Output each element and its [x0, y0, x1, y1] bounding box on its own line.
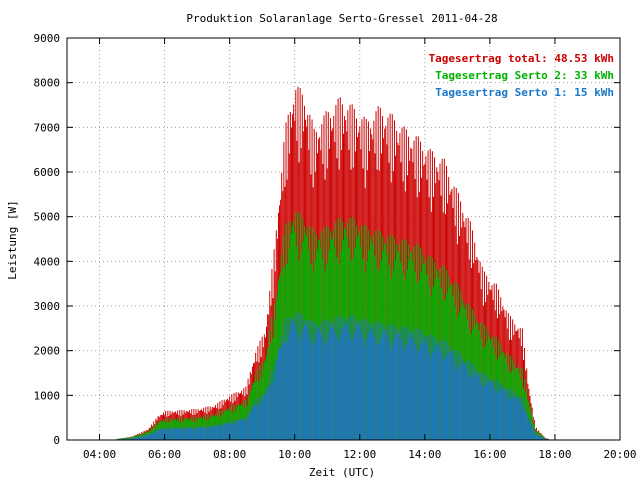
- y-tick-label: 0: [53, 434, 60, 447]
- x-tick-label: 12:00: [343, 448, 376, 461]
- x-tick-label: 14:00: [408, 448, 441, 461]
- x-tick-label: 18:00: [538, 448, 571, 461]
- x-tick-label: 04:00: [83, 448, 116, 461]
- legend-entry: Tagesertrag Serto 1: 15 kWh: [435, 86, 614, 99]
- y-tick-label: 1000: [34, 389, 61, 402]
- x-axis-label: Zeit (UTC): [309, 466, 375, 479]
- x-tick-label: 20:00: [603, 448, 636, 461]
- x-tick-label: 08:00: [213, 448, 246, 461]
- y-tick-label: 8000: [34, 77, 61, 90]
- legend-entry: Tagesertrag total: 48.53 kWh: [429, 52, 614, 65]
- legend-entry: Tagesertrag Serto 2: 33 kWh: [435, 69, 614, 82]
- y-tick-label: 9000: [34, 32, 61, 45]
- y-tick-label: 2000: [34, 345, 61, 358]
- x-tick-label: 10:00: [278, 448, 311, 461]
- y-tick-label: 7000: [34, 121, 61, 134]
- bar-series: [117, 87, 551, 440]
- x-tick-label: 06:00: [148, 448, 181, 461]
- chart-title: Produktion Solaranlage Serto-Gressel 201…: [186, 12, 497, 25]
- y-tick-label: 5000: [34, 211, 61, 224]
- x-tick-label: 16:00: [473, 448, 506, 461]
- y-axis-label: Leistung [W]: [6, 200, 19, 279]
- y-tick-label: 3000: [34, 300, 61, 313]
- legend: Tagesertrag total: 48.53 kWh Tagesertrag …: [429, 52, 614, 99]
- y-tick-label: 6000: [34, 166, 61, 179]
- y-tick-label: 4000: [34, 255, 61, 268]
